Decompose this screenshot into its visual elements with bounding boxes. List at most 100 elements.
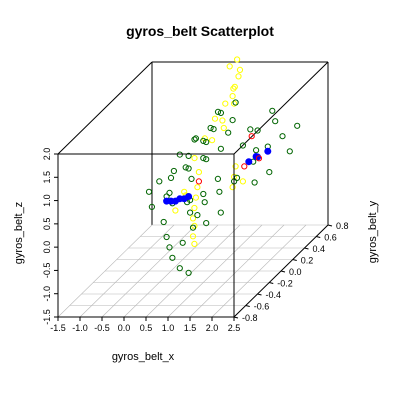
data-point-green	[148, 203, 155, 210]
data-point-yellow	[235, 73, 242, 80]
data-point-yellow	[211, 115, 219, 122]
data-point-green	[254, 127, 261, 134]
data-point-green	[185, 269, 192, 276]
x-tick-label: 2.5	[228, 323, 241, 333]
data-point-yellow	[181, 188, 188, 195]
data-point-green	[286, 148, 293, 155]
data-point-green	[163, 233, 170, 241]
data-point-yellow	[231, 100, 238, 107]
data-point-green	[229, 117, 236, 124]
data-point-yellow	[189, 215, 197, 222]
y-tick	[304, 247, 309, 250]
data-point-green	[200, 155, 207, 162]
data-point-green	[225, 129, 232, 136]
y-tick-label: 0.8	[336, 221, 349, 231]
data-point-yellow	[172, 207, 179, 214]
x-tick-label: -0.5	[94, 323, 110, 333]
data-point-green	[169, 254, 176, 261]
y-axis-label: gyros_belt_y	[367, 200, 379, 263]
data-point-green	[189, 224, 197, 231]
data-point-red	[241, 163, 248, 170]
data-point-green	[210, 126, 217, 133]
y-tick	[292, 259, 297, 261]
data-point-green	[167, 174, 175, 181]
data-point-green	[182, 164, 189, 171]
data-point-green	[253, 147, 260, 154]
data-point-yellow	[239, 178, 246, 185]
y-tick	[233, 316, 239, 319]
data-point-green	[160, 218, 167, 226]
x-tick-label: 1.5	[184, 323, 197, 333]
data-point-green	[191, 136, 198, 143]
plot-box-back	[57, 61, 329, 225]
z-tick-label: 1.0	[42, 194, 52, 207]
data-point-green	[266, 169, 273, 176]
data-point-green	[203, 156, 210, 163]
y-tick	[245, 305, 250, 307]
z-axis-label: gyros_belt_z	[13, 202, 25, 264]
data-point-green	[239, 142, 246, 149]
data-point-green	[214, 108, 222, 116]
data-point-yellow	[209, 137, 216, 144]
data-point-green	[272, 118, 279, 125]
data-point-green	[194, 212, 201, 219]
x-tick-label: 0.5	[140, 323, 153, 333]
data-point-green	[185, 165, 192, 172]
y-tick-label: 0.2	[301, 256, 314, 266]
data-point-yellow	[195, 169, 202, 176]
data-point-green	[279, 133, 286, 140]
data-point-green	[217, 109, 224, 117]
data-point-yellow	[231, 83, 238, 90]
data-point-green	[166, 244, 173, 251]
data-point-green	[200, 190, 207, 198]
data-point-green	[203, 138, 210, 146]
data-point-yellow	[191, 155, 198, 162]
data-point-green	[269, 107, 276, 114]
x-tick-label: 2.0	[206, 323, 219, 333]
data-point-blue	[264, 147, 272, 155]
y-tick	[257, 293, 262, 296]
data-point-yellow	[189, 233, 197, 240]
data-point-yellow	[236, 66, 244, 74]
z-tick-label: 1.5	[42, 171, 52, 184]
data-point-red	[195, 178, 202, 185]
data-point-green	[216, 188, 223, 195]
data-point-blue	[245, 158, 253, 166]
data-point-green	[185, 152, 192, 159]
y-tick-label: -0.4	[266, 290, 282, 300]
data-point-yellow	[229, 184, 236, 191]
data-point-green	[176, 265, 183, 272]
x-tick-label: 0.0	[118, 323, 131, 333]
box-edge	[57, 61, 153, 155]
plot-box-front	[57, 153, 329, 318]
data-point-yellow	[219, 117, 226, 124]
data-point-green	[201, 199, 208, 206]
x-axis-label: gyros_belt_x	[112, 351, 175, 363]
data-point-red	[248, 133, 255, 140]
data-point-yellow	[232, 163, 239, 170]
z-tick-label: -0.5	[42, 263, 52, 279]
data-point-yellow	[226, 63, 233, 70]
data-point-green	[200, 137, 207, 144]
data-points	[145, 56, 301, 276]
data-point-green	[217, 145, 224, 152]
chart-title: gyros_belt Scatterplot	[126, 23, 274, 39]
data-point-green	[156, 178, 163, 185]
axis-ticks: -1.5 -1.0 -0.5 0.0 0.5 1.0 1.5 2.0 2.5 -1.5 -1.0 -0…	[42, 148, 349, 333]
z-tick-label: 0.0	[42, 241, 52, 254]
data-point-green	[166, 189, 173, 196]
data-point-green	[217, 209, 224, 216]
y-tick-label: -0.8	[242, 313, 258, 323]
y-tick	[327, 224, 333, 227]
data-point-green	[251, 179, 258, 186]
data-point-blue	[163, 197, 171, 205]
data-point-yellow	[191, 240, 198, 247]
data-point-yellow	[222, 100, 229, 107]
data-point-red	[255, 155, 263, 162]
data-point-green	[188, 175, 195, 182]
data-point-yellow	[191, 204, 198, 212]
z-tick-label: 2.0	[42, 148, 52, 161]
z-tick-label: -1.0	[42, 286, 52, 302]
data-point-green	[187, 209, 194, 216]
